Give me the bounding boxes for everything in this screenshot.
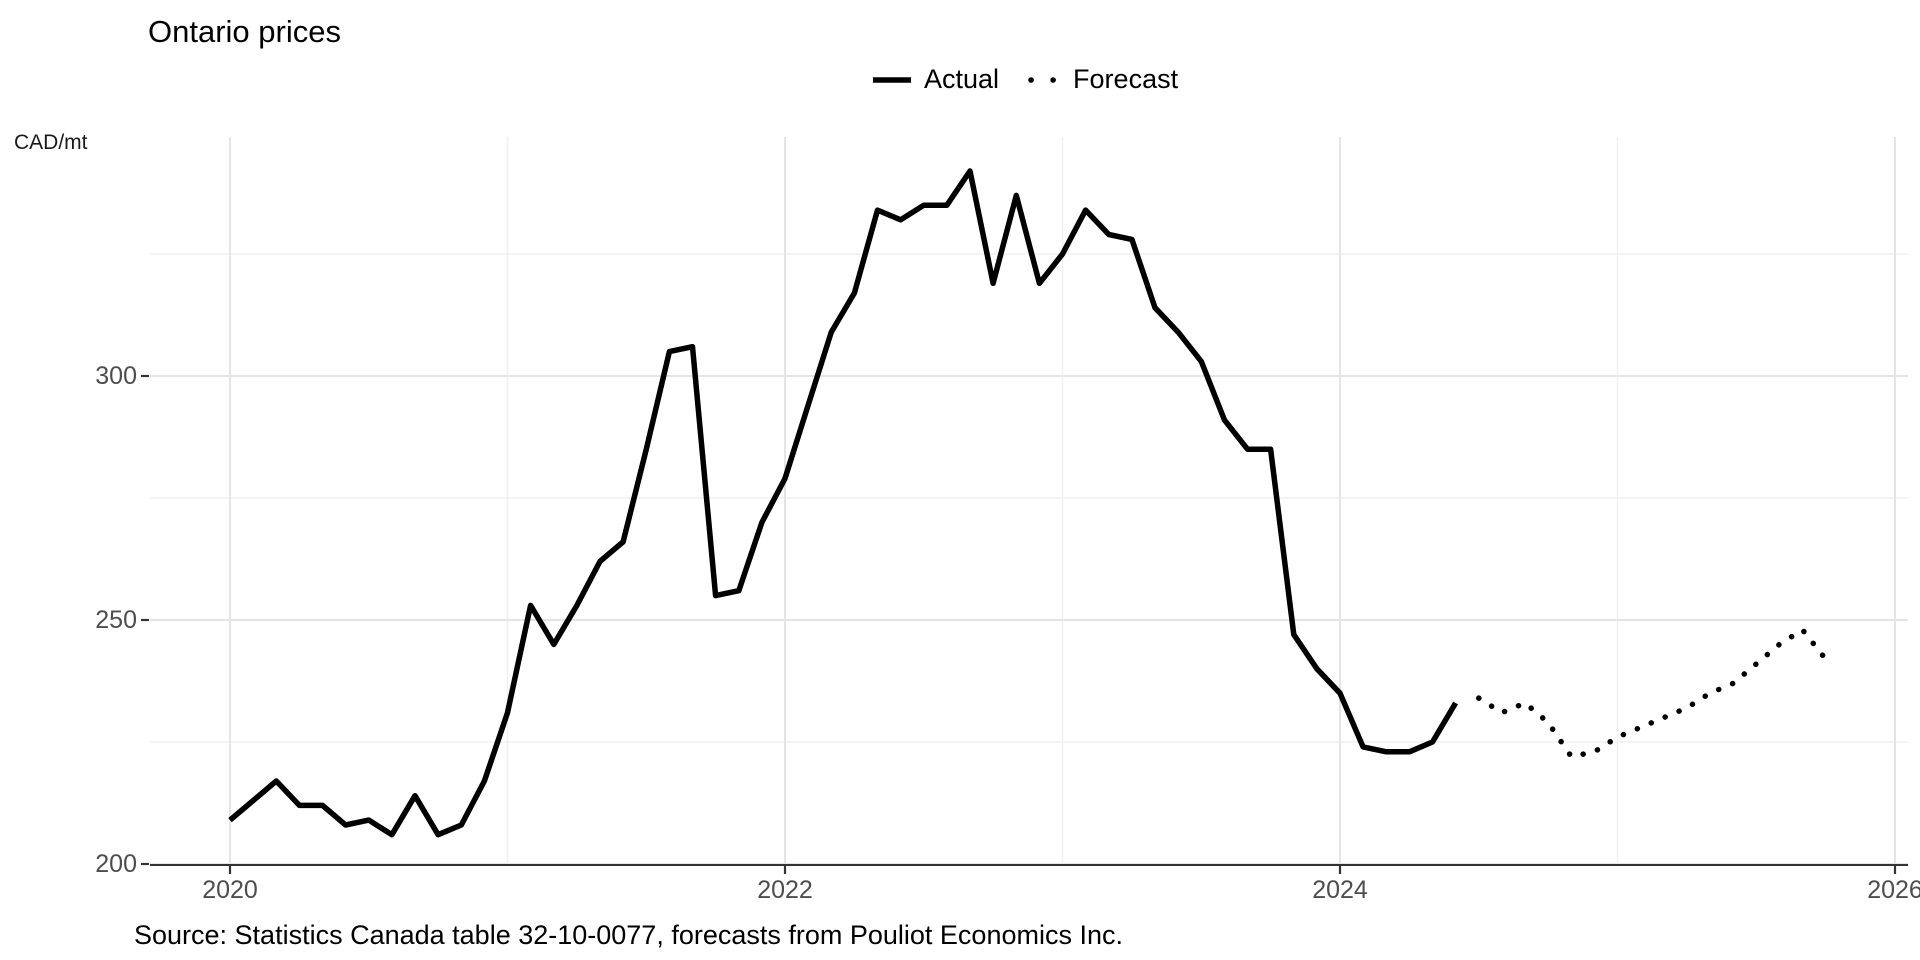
x-tick-label: 2026	[1867, 876, 1920, 904]
solid-line-key-icon	[873, 76, 911, 83]
series-forecast-line	[1476, 627, 1829, 760]
x-tick-label: 2020	[202, 876, 258, 904]
dotted-line-key-icon	[1028, 76, 1060, 83]
legend: Actual Forecast	[872, 64, 1178, 95]
chart-title: Ontario prices	[148, 14, 341, 49]
legend-label-actual: Actual	[924, 64, 1000, 94]
legend-item-forecast: Forecast	[1025, 64, 1178, 95]
y-tick-label: 300	[95, 362, 137, 390]
y-axis-unit-label: CAD/mt	[14, 131, 88, 154]
series-actual-line	[228, 168, 1458, 838]
legend-item-actual: Actual	[872, 64, 999, 95]
x-tick-label: 2024	[1312, 876, 1368, 904]
y-tick-label: 250	[95, 606, 137, 634]
source-note: Source: Statistics Canada table 32-10-00…	[134, 920, 1123, 950]
x-tick-label: 2022	[757, 876, 813, 904]
legend-label-forecast: Forecast	[1073, 64, 1179, 94]
y-tick-label: 200	[95, 850, 137, 878]
